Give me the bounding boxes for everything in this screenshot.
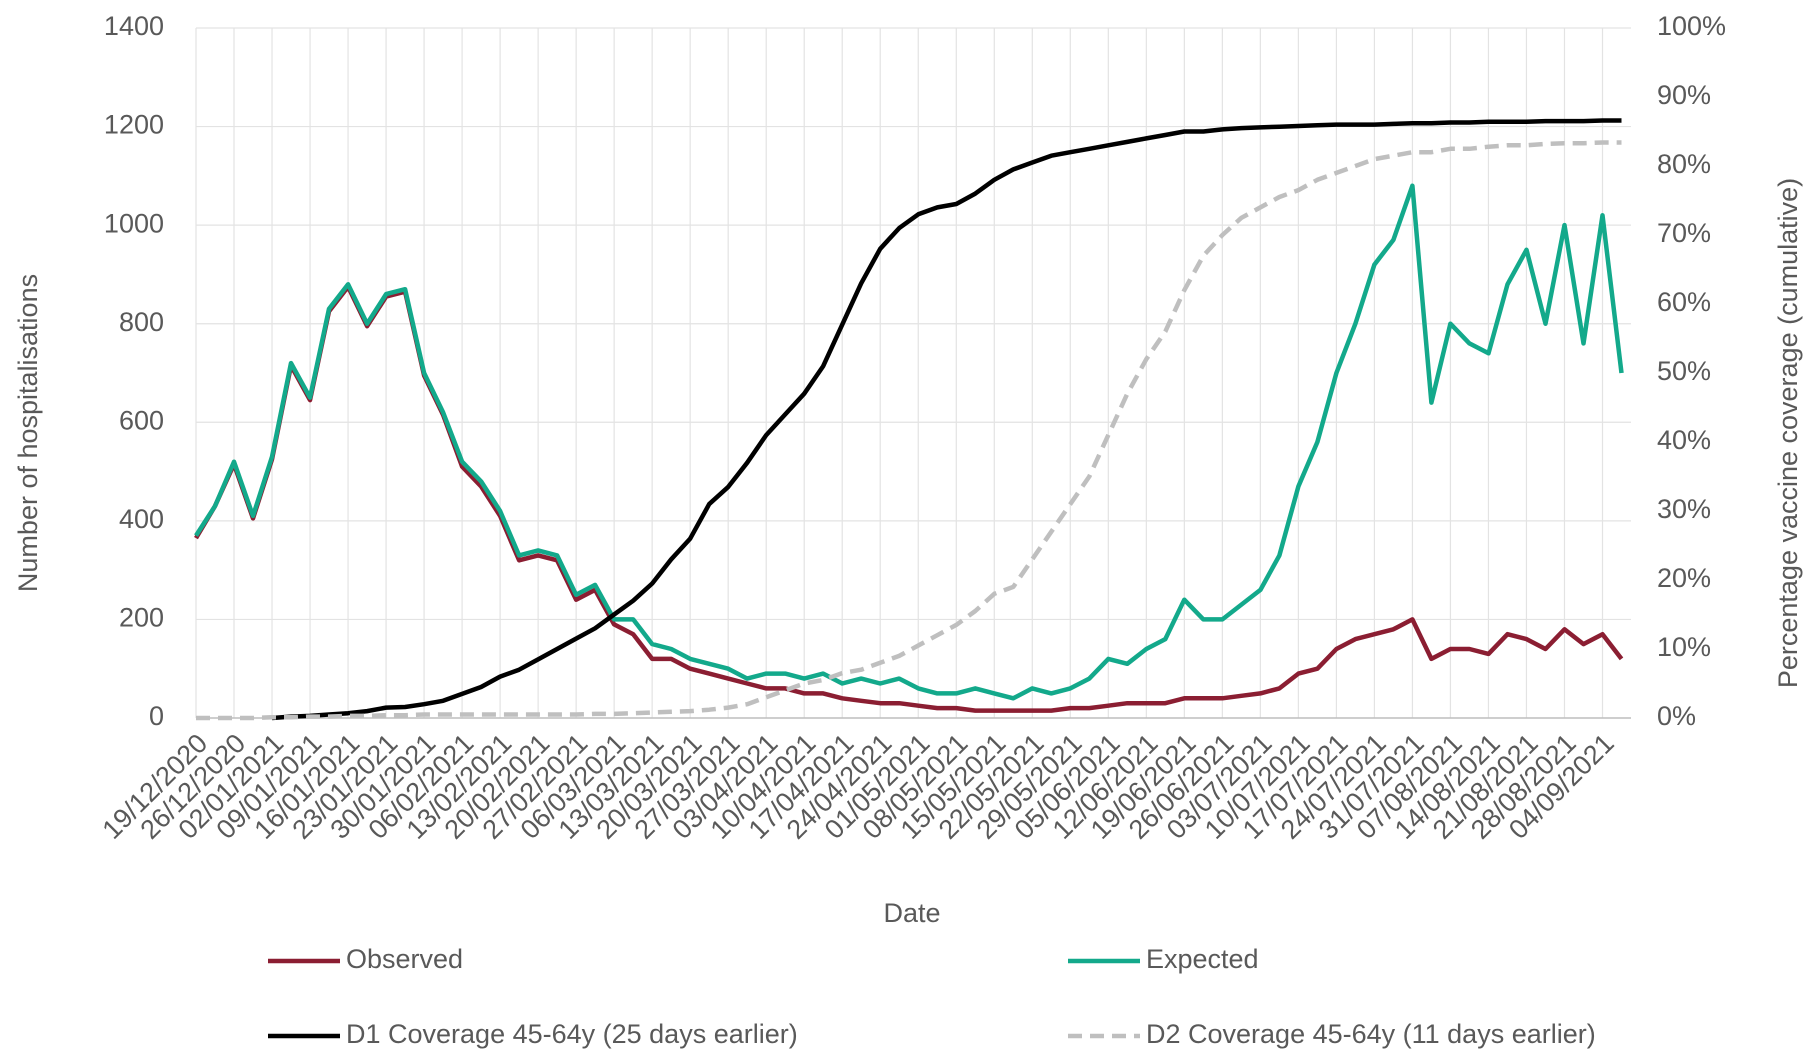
series-line (194, 284, 1624, 713)
y-tick-label: 1400 (104, 11, 164, 41)
y2-tick-label: 20% (1657, 563, 1711, 593)
y-axis-title: Number of hospitalisations (13, 274, 43, 592)
series-line (194, 183, 1624, 701)
y-tick-label: 600 (119, 405, 164, 435)
y-tick-label: 200 (119, 603, 164, 633)
y2-tick-label: 0% (1657, 701, 1696, 731)
legend-label: D1 Coverage 45-64y (25 days earlier) (346, 1019, 798, 1049)
legend-label: Observed (346, 944, 463, 974)
y2-tick-label: 60% (1657, 287, 1711, 317)
legend-label: D2 Coverage 45-64y (11 days earlier) (1146, 1019, 1596, 1049)
y2-tick-label: 90% (1657, 80, 1711, 110)
y-tick-label: 1000 (104, 208, 164, 238)
series-line (196, 140, 1622, 721)
y2-tick-label: 30% (1657, 494, 1711, 524)
y2-tick-label: 10% (1657, 632, 1711, 662)
y-tick-label: 1200 (104, 110, 164, 140)
series-line (271, 118, 1622, 721)
y2-tick-label: 70% (1657, 218, 1711, 248)
y-tick-label: 0 (149, 701, 164, 731)
y-tick-label: 800 (119, 307, 164, 337)
legend-label: Expected (1146, 944, 1259, 974)
y2-axis-title: Percentage vaccine coverage (cumulative) (1773, 178, 1803, 688)
x-axis-title: Date (883, 898, 940, 928)
y2-tick-label: 100% (1657, 11, 1726, 41)
y-tick-label: 400 (119, 504, 164, 534)
y2-tick-label: 50% (1657, 356, 1711, 386)
y2-tick-label: 80% (1657, 149, 1711, 179)
y2-tick-label: 40% (1657, 425, 1711, 455)
